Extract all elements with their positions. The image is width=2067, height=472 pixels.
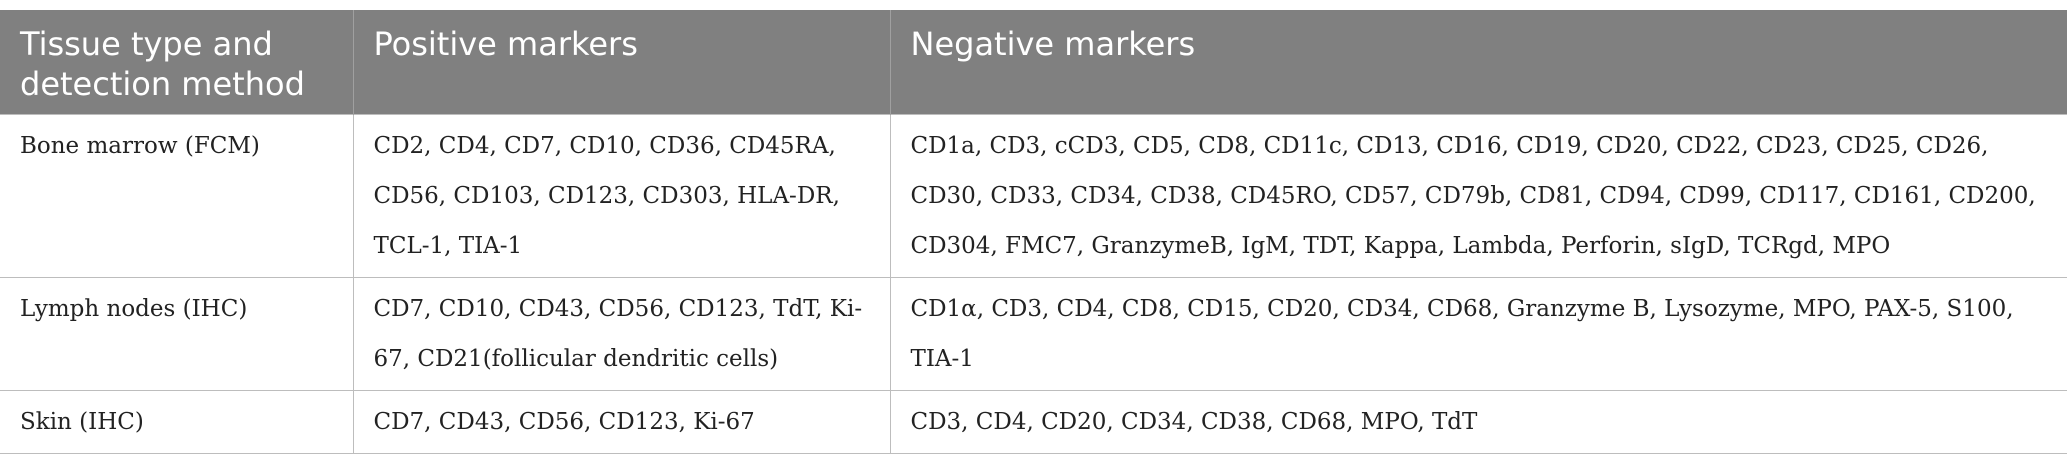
- table-cell: Lymph nodes (IHC): [0, 277, 354, 391]
- table-cell: CD1α, CD3, CD4, CD8, CD15, CD20, CD34, C…: [889, 277, 2067, 391]
- table-row: Lymph nodes (IHC) CD7, CD10, CD43, CD56, …: [0, 277, 2067, 391]
- header-cell: Tissue type and detection method: [0, 10, 353, 115]
- table-row: Bone marrow (FCM) CD2, CD4, CD7, CD10, CD…: [0, 114, 2067, 278]
- header-cell: Positive markers: [352, 10, 890, 115]
- table-wrap: Tissue type and detection method Positive…: [0, 10, 2067, 454]
- table-cell: Bone marrow (FCM): [0, 114, 354, 278]
- table-cell: CD3, CD4, CD20, CD34, CD38, CD68, MPO, T…: [889, 390, 2067, 454]
- table-cell: CD1a, CD3, cCD3, CD5, CD8, CD11c, CD13, …: [889, 114, 2067, 278]
- table-cell: Skin (IHC): [0, 390, 354, 454]
- table-cell: CD7, CD10, CD43, CD56, CD123, TdT, Ki-67…: [352, 277, 891, 391]
- header-cell: Negative markers: [889, 10, 2067, 115]
- table-cell: CD2, CD4, CD7, CD10, CD36, CD45RA, CD56,…: [352, 114, 891, 278]
- table-body: Bone marrow (FCM) CD2, CD4, CD7, CD10, CD…: [0, 114, 2067, 454]
- markers-table: Tissue type and detection method Positive…: [0, 10, 2067, 454]
- table-row: Skin (IHC) CD7, CD43, CD56, CD123, Ki-67 C…: [0, 390, 2067, 454]
- header-row: Tissue type and detection method Positive…: [0, 10, 2067, 115]
- table-cell: CD7, CD43, CD56, CD123, Ki-67: [352, 390, 891, 454]
